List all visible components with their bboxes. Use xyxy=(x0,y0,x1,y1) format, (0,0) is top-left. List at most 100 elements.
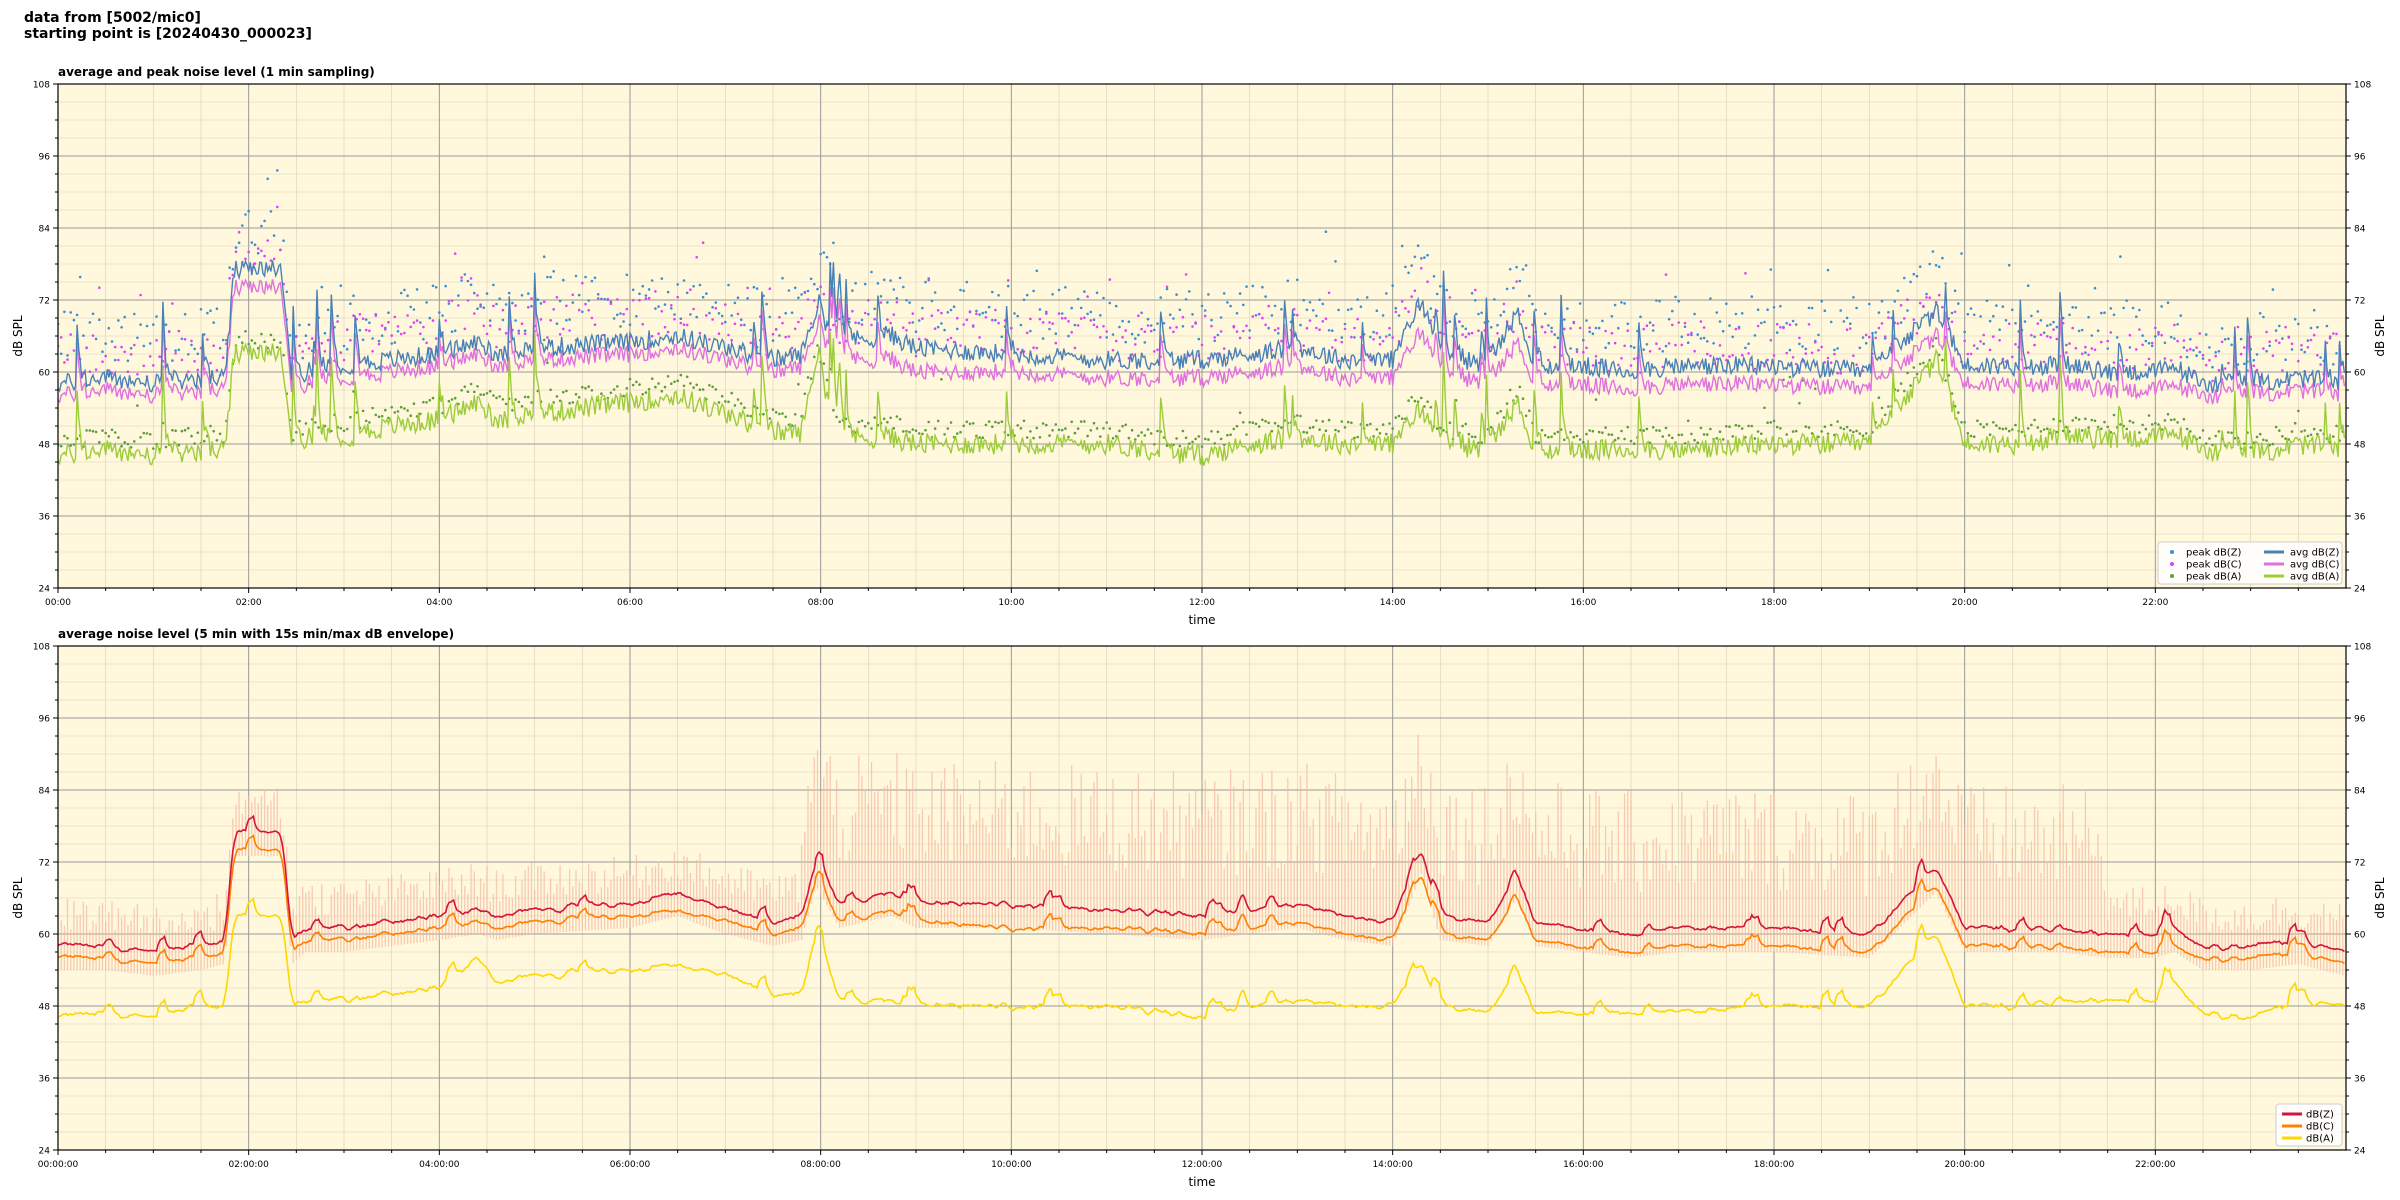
peak-c-point xyxy=(1572,321,1576,325)
peak-c-point xyxy=(2268,340,2271,344)
peak-a-point xyxy=(1467,432,1471,436)
peak-z-point xyxy=(1092,318,1096,322)
peak-z-point xyxy=(568,318,571,321)
peak-z-point xyxy=(708,311,711,315)
peak-a-point xyxy=(1118,429,1121,433)
peak-c-point xyxy=(1308,319,1312,322)
peak-c-point xyxy=(1575,350,1579,354)
peak-c-point xyxy=(1315,326,1318,330)
peak-z-point xyxy=(482,306,486,310)
peak-z-point xyxy=(412,308,416,311)
peak-c-point xyxy=(2141,343,2144,347)
peak-a-point xyxy=(2103,420,2106,424)
peak-a-point xyxy=(1505,402,1509,405)
peak-c-point xyxy=(895,300,899,304)
y-tick-label-right: 60 xyxy=(2354,931,2366,941)
peak-c-point xyxy=(209,361,212,365)
peak-c-point xyxy=(1324,317,1328,321)
peak-z-point xyxy=(1903,276,1906,280)
peak-z-point xyxy=(1604,346,1607,350)
peak-z-point xyxy=(139,323,142,326)
peak-z-point xyxy=(984,311,988,314)
peak-a-point xyxy=(120,444,123,448)
peak-z-point xyxy=(1191,313,1194,316)
peak-z-point xyxy=(581,310,584,314)
peak-z-point xyxy=(698,283,702,287)
peak-c-point xyxy=(295,334,298,338)
peak-z-point xyxy=(1153,328,1156,332)
peak-c-point xyxy=(1903,317,1906,320)
y-tick-label-right: 72 xyxy=(2354,859,2365,869)
peak-c-point xyxy=(1537,358,1541,362)
peak-z-point xyxy=(1277,332,1280,335)
peak-z-point xyxy=(1356,298,1359,301)
peak-c-point xyxy=(1817,348,1820,352)
peak-z-point xyxy=(1629,344,1633,348)
peak-a-point xyxy=(2011,428,2014,431)
peak-z-point xyxy=(1372,330,1375,334)
peak-z-point xyxy=(1410,264,1413,267)
peak-a-point xyxy=(1146,428,1150,431)
peak-z-point xyxy=(1686,341,1690,345)
peak-c-point xyxy=(1963,339,1966,343)
peak-c-point xyxy=(1073,346,1077,350)
peak-c-point xyxy=(2055,337,2059,341)
peak-z-point xyxy=(1432,275,1436,278)
peak-z-point xyxy=(1219,316,1223,319)
peak-z-point xyxy=(307,323,311,327)
peak-a-point xyxy=(956,432,959,435)
peak-c-point xyxy=(1458,320,1461,323)
peak-z-point xyxy=(682,279,686,282)
peak-z-point xyxy=(2262,315,2265,319)
peak-c-point xyxy=(2065,351,2068,354)
peak-z-point xyxy=(1175,293,1178,296)
peak-z-point xyxy=(326,308,330,312)
peak-c-point xyxy=(1928,296,1931,300)
peak-z-point xyxy=(1721,329,1725,333)
peak-c-point xyxy=(2328,335,2332,338)
peak-z-point xyxy=(221,338,225,342)
peak-a-point xyxy=(1388,422,1391,425)
peak-a-point xyxy=(1858,432,1862,435)
peak-a-point xyxy=(832,408,835,412)
peak-c-point xyxy=(590,316,594,320)
peak-c-point xyxy=(1327,291,1331,295)
peak-z-point xyxy=(107,326,111,330)
peak-z-point xyxy=(1731,335,1734,339)
peak-z-point xyxy=(1861,336,1865,339)
peak-z-point xyxy=(1852,296,1855,299)
peak-z-point xyxy=(136,336,139,340)
peak-c-point xyxy=(879,301,883,304)
peak-z-point xyxy=(1966,312,1970,316)
peak-c-point xyxy=(69,333,72,336)
peak-a-point xyxy=(215,439,219,442)
peak-c-point xyxy=(190,339,193,343)
peak-a-point xyxy=(145,432,149,435)
peak-c-point xyxy=(2255,368,2259,372)
peak-a-point xyxy=(2335,424,2338,428)
peak-c-point xyxy=(342,358,346,362)
peak-a-point xyxy=(2297,409,2300,413)
peak-a-point xyxy=(1134,438,1137,441)
peak-a-point xyxy=(1385,432,1388,436)
peak-z-point xyxy=(2227,337,2230,341)
peak-c-point xyxy=(2112,361,2116,364)
peak-z-point xyxy=(463,273,467,276)
peak-z-point xyxy=(1563,318,1566,321)
peak-z-point xyxy=(298,323,301,327)
peak-c-point xyxy=(2007,322,2011,326)
peak-a-point xyxy=(1032,436,1035,440)
peak-z-point xyxy=(717,312,721,315)
peak-a-point xyxy=(1696,441,1699,445)
peak-z-point xyxy=(1321,302,1325,306)
peak-z-point xyxy=(1216,333,1220,337)
peak-c-point xyxy=(1620,357,1623,360)
peak-c-point xyxy=(962,323,965,326)
peak-a-point xyxy=(946,427,950,430)
peak-c-point xyxy=(431,319,435,322)
peak-c-point xyxy=(2278,341,2281,345)
peak-z-point xyxy=(2011,308,2014,312)
peak-z-point xyxy=(434,286,438,289)
peak-a-point xyxy=(682,384,686,388)
peak-a-point xyxy=(1245,433,1248,436)
